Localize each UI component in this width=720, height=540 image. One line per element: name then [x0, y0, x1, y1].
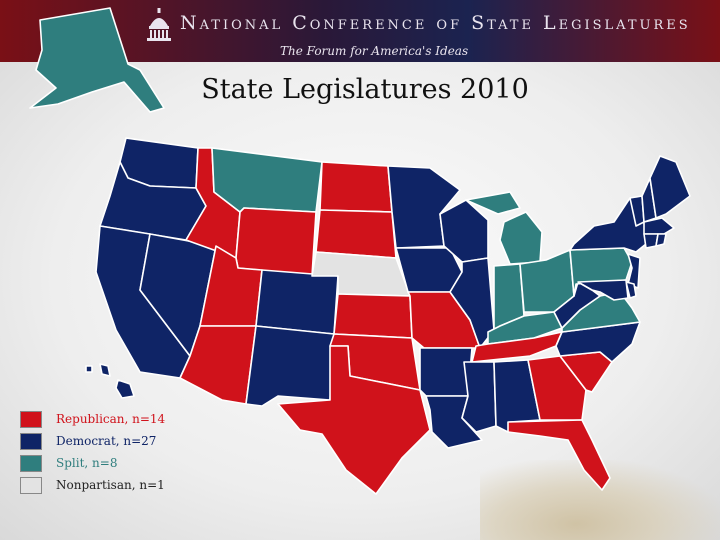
state-TX: [277, 345, 431, 495]
org-tagline: The Forum for America's Ideas: [280, 44, 469, 58]
legend-label: Nonpartisan, n=1: [56, 478, 165, 492]
state-NM: [245, 325, 335, 407]
legend-swatch: [20, 477, 42, 494]
state-HI: [85, 363, 135, 399]
state-AK: [29, 7, 165, 113]
capitol-dome-icon: [147, 8, 171, 41]
legend: Republican, n=14 Democrat, n=27 Split, n…: [20, 410, 240, 498]
slide-title: State Legislatures 2010: [201, 74, 529, 105]
legend-label: Split, n=8: [56, 456, 118, 470]
state-FL: [507, 419, 611, 491]
org-name: National Conference of State Legislature…: [180, 12, 691, 34]
legend-label: Republican, n=14: [56, 412, 166, 426]
state-IA: [395, 247, 463, 293]
state-SD: [315, 209, 397, 259]
state-WY: [235, 207, 317, 277]
state-ME: [649, 155, 691, 219]
state-RI: [655, 233, 667, 247]
legend-swatch: [20, 433, 42, 450]
legend-item-split: Split, n=8: [20, 454, 240, 476]
state-CO: [255, 269, 339, 335]
legend-item-nonpartisan: Nonpartisan, n=1: [20, 476, 240, 498]
legend-swatch: [20, 411, 42, 428]
legend-item-democrat: Democrat, n=27: [20, 432, 240, 454]
state-MS: [461, 361, 497, 433]
legend-item-republican: Republican, n=14: [20, 410, 240, 432]
state-KS: [333, 293, 413, 339]
legend-swatch: [20, 455, 42, 472]
state-MT: [211, 147, 323, 213]
state-AR: [419, 347, 473, 397]
state-IL: [449, 257, 495, 349]
state-DE: [625, 281, 637, 299]
state-ND: [319, 161, 393, 213]
state-MD: [577, 279, 629, 301]
state-MA: [643, 217, 675, 235]
legend-label: Democrat, n=27: [56, 434, 157, 448]
